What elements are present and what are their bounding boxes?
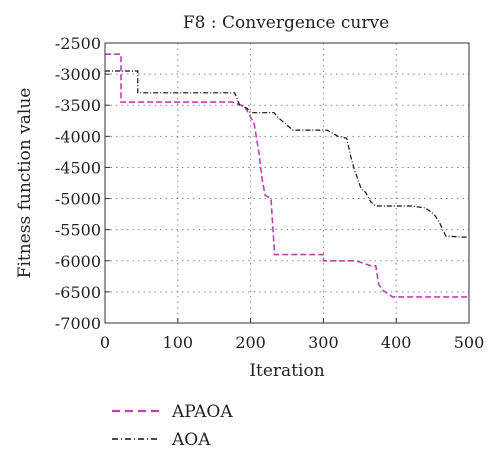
legend-label-aoa: AOA [171, 430, 211, 450]
y-tick-label: -7000 [55, 314, 101, 333]
x-tick-label: 100 [163, 333, 194, 352]
plot-frame [104, 42, 470, 324]
y-tick-label: -3000 [55, 65, 101, 84]
y-tick-label: -6500 [55, 283, 101, 302]
axis-ticks: 0 100 200 300 400 500 -2500 -3000 -3500 -4000 -450… [55, 34, 484, 352]
y-tick-label: -2500 [55, 34, 101, 53]
y-tick-label: -5000 [55, 190, 101, 209]
series-line-aoa [105, 70, 469, 238]
y-tick-label: -5500 [55, 221, 101, 240]
y-tick-label: -4000 [55, 127, 101, 146]
y-tick-label: -4500 [55, 158, 101, 177]
x-tick-label: 200 [235, 333, 266, 352]
series-line-apaoa [105, 53, 469, 298]
chart-title: F8 : Convergence curve [183, 13, 389, 33]
x-tick-label: 0 [100, 333, 110, 352]
x-axis-label: Iteration [249, 361, 324, 381]
x-tick-label: 400 [381, 333, 412, 352]
series-group [105, 53, 469, 298]
y-axis-label: Fitness function value [15, 88, 35, 279]
x-tick-label: 300 [308, 333, 339, 352]
legend: APAOA AOA [112, 402, 233, 450]
y-tick-label: -6000 [55, 252, 101, 271]
x-tick-label: 500 [454, 333, 485, 352]
y-tick-label: -3500 [55, 96, 101, 115]
grid-lines [105, 43, 469, 323]
legend-label-apaoa: APAOA [171, 402, 233, 422]
